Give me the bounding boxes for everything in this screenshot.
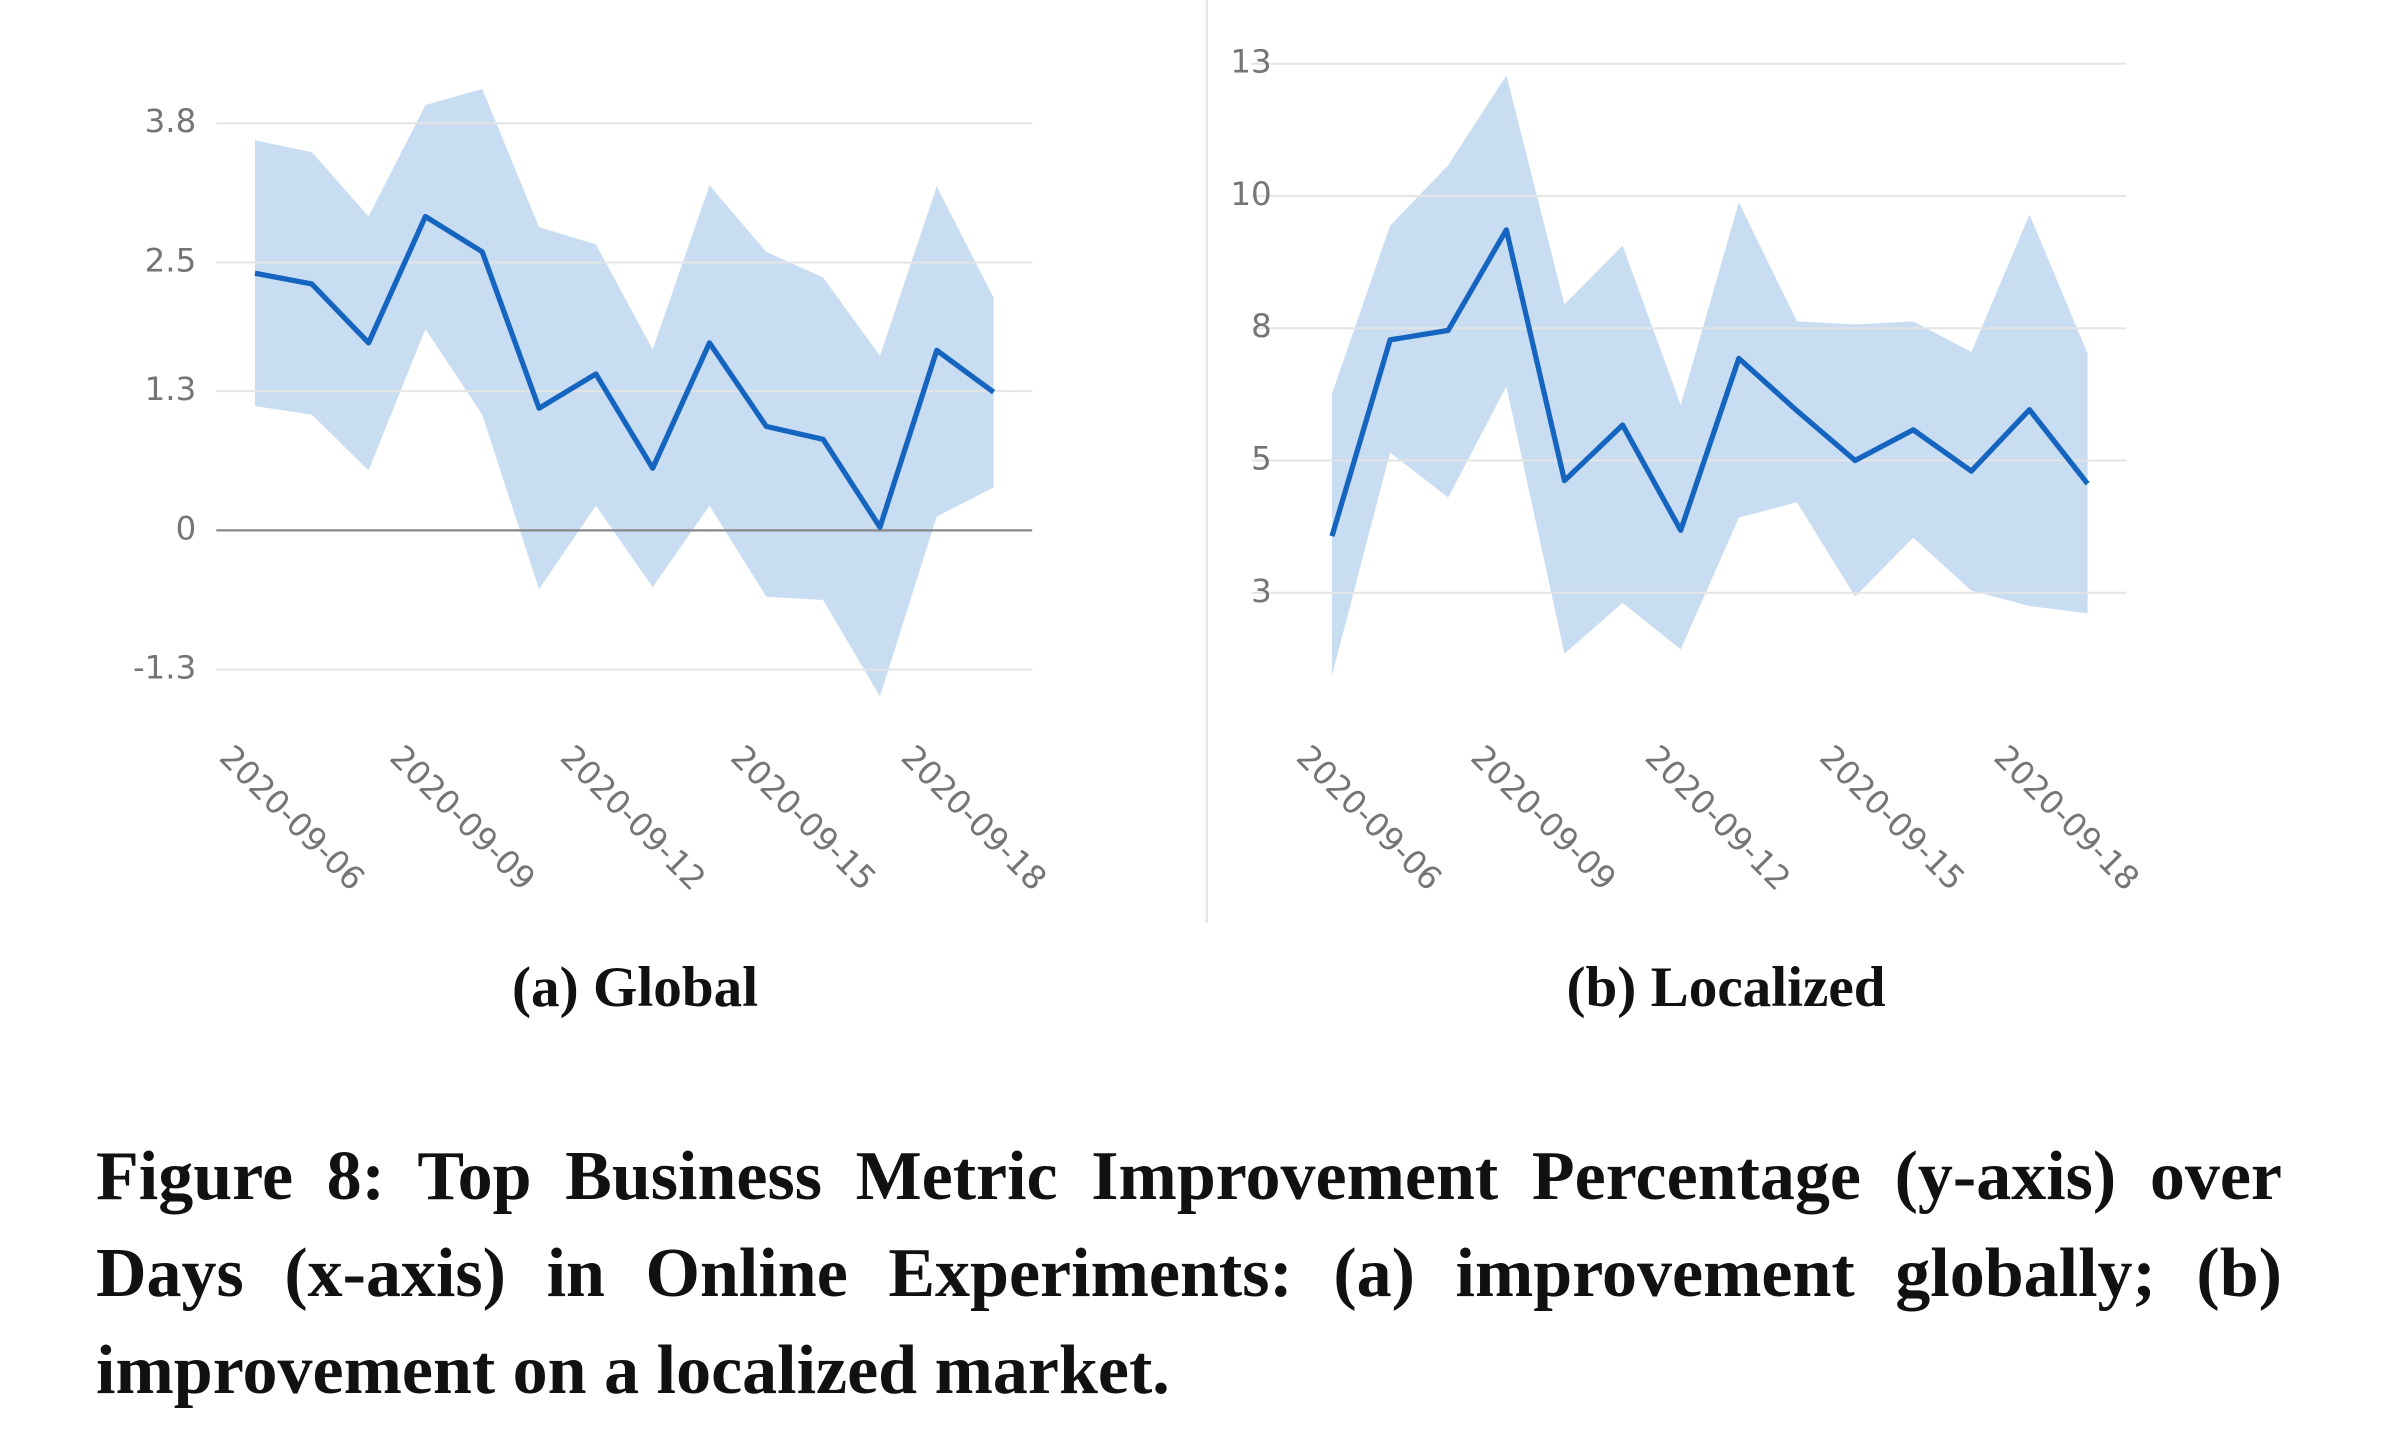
y-tick-label: 3: [1251, 572, 1272, 610]
y-tick-label: 3.8: [145, 102, 197, 140]
x-tick-label: 2020-09-18: [894, 738, 1054, 898]
figure-caption: Figure 8: Top Business Metric Improvemen…: [96, 1138, 2282, 1409]
x-tick-label: 2020-09-09: [1463, 738, 1623, 898]
y-tick-label: 1.3: [145, 370, 197, 408]
y-tick-label: 8: [1251, 307, 1272, 345]
y-tick-label: 10: [1230, 175, 1271, 213]
subcaption: (a) Global: [512, 956, 758, 1019]
y-tick-label: 5: [1251, 440, 1272, 478]
x-tick-label: 2020-09-06: [1289, 738, 1449, 898]
y-tick-label: 2.5: [145, 242, 197, 280]
confidence-band: [254, 88, 994, 697]
y-tick-label: 13: [1230, 43, 1271, 81]
x-tick-label: 2020-09-12: [553, 738, 713, 898]
x-tick-label: 2020-09-15: [723, 738, 883, 898]
x-tick-label: 2020-09-09: [382, 738, 542, 898]
x-tick-label: 2020-09-06: [212, 738, 372, 898]
subcaption: (b) Localized: [1566, 956, 1885, 1019]
line: [254, 213, 996, 530]
line: [1329, 227, 2090, 537]
confidence-band: [1331, 75, 2088, 676]
x-tick-label: 2020-09-18: [1987, 738, 2147, 898]
x-tick-label: 2020-09-15: [1812, 738, 1972, 898]
y-tick-label: 0: [176, 509, 197, 547]
y-tick-label: -1.3: [133, 649, 196, 687]
x-tick-label: 2020-09-12: [1638, 738, 1798, 898]
